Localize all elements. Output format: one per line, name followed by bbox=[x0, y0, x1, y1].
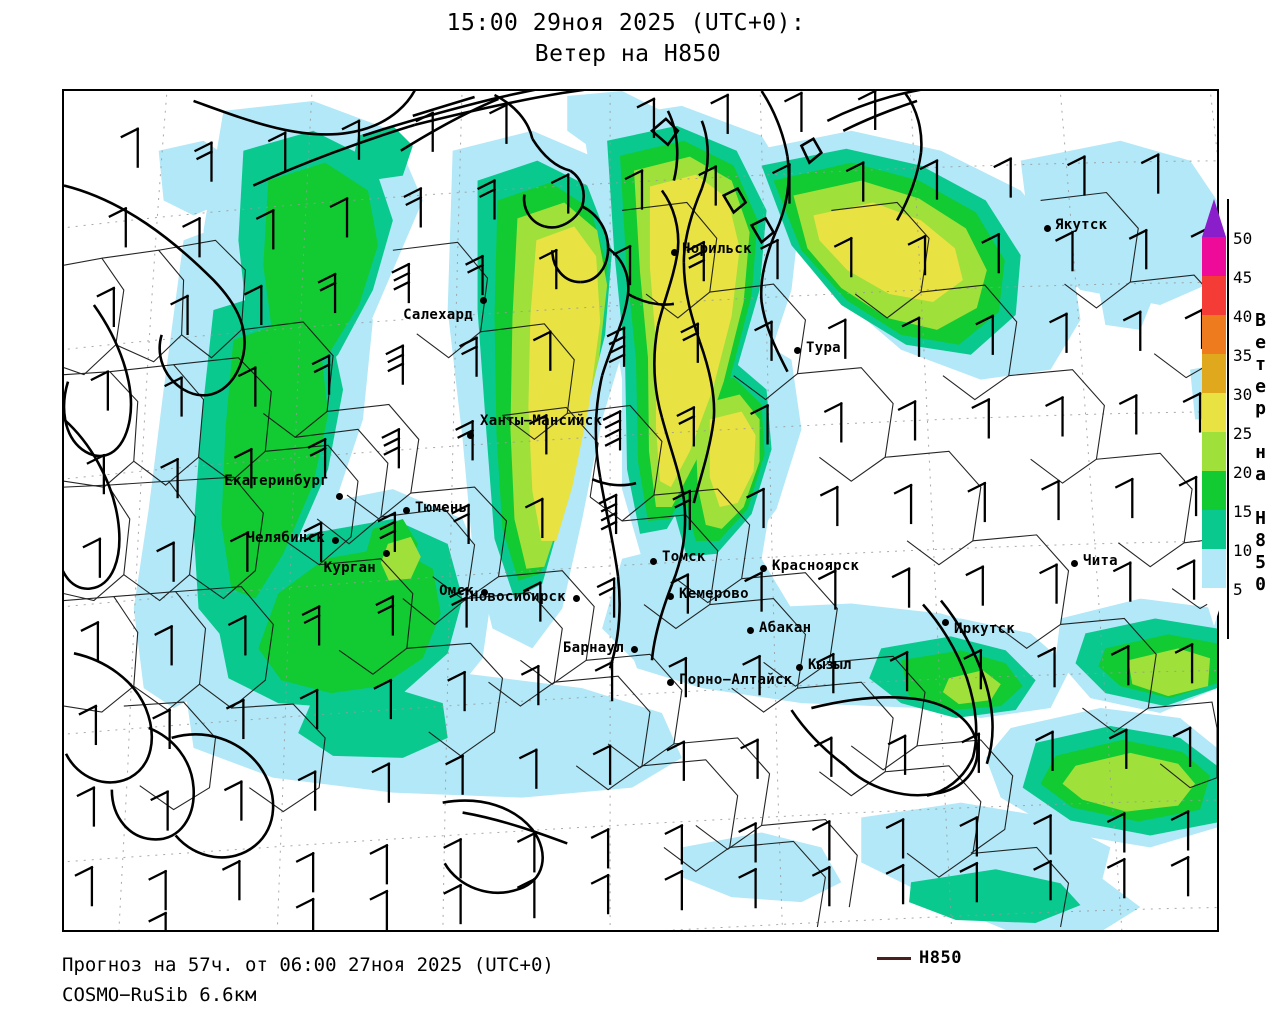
colorbar-axis bbox=[1227, 199, 1229, 639]
city-marker[interactable] bbox=[796, 664, 803, 671]
city-label: Кызыл bbox=[808, 657, 852, 673]
city-label: Новосибирск bbox=[469, 589, 566, 605]
city-marker[interactable] bbox=[481, 589, 488, 596]
colorbar-bottom-arrow bbox=[1202, 588, 1226, 626]
city-label: Екатеринбург bbox=[224, 473, 329, 489]
legend-h850: H850 bbox=[877, 948, 962, 968]
forecast-info: Прогноз на 57ч. от 06:00 27ноя 2025 (UTC… bbox=[62, 954, 554, 976]
colorbar-tick-label: 15 bbox=[1233, 502, 1253, 521]
colorbar-band bbox=[1202, 315, 1226, 354]
city-marker[interactable] bbox=[650, 558, 657, 565]
colorbar-band bbox=[1202, 471, 1226, 510]
legend-line-icon bbox=[877, 956, 911, 960]
legend-h850-label: H850 bbox=[919, 948, 962, 968]
colorbar-band bbox=[1202, 354, 1226, 393]
graticule bbox=[64, 91, 1217, 930]
city-marker[interactable] bbox=[1071, 560, 1078, 567]
city-label: Тура bbox=[806, 340, 841, 356]
city-marker[interactable] bbox=[747, 627, 754, 634]
colorbar-band bbox=[1202, 237, 1226, 276]
city-marker[interactable] bbox=[332, 537, 339, 544]
city-marker[interactable] bbox=[403, 507, 410, 514]
city-label: Кемерово bbox=[679, 586, 749, 602]
city-label: Тюмень bbox=[415, 500, 468, 516]
city-marker[interactable] bbox=[1044, 225, 1051, 232]
coastlines bbox=[64, 91, 994, 894]
city-label: Норильск bbox=[682, 241, 752, 257]
title-parameter: Ветер на H850 bbox=[534, 41, 722, 67]
colorbar-title: Ветер на H850 bbox=[1250, 310, 1271, 596]
wind-barbs bbox=[74, 91, 1210, 930]
city-label: Томск bbox=[662, 549, 706, 565]
city-label: Омск bbox=[439, 583, 474, 599]
city-marker[interactable] bbox=[794, 347, 801, 354]
city-label: Челябинск bbox=[246, 530, 325, 546]
city-label: Ханты−Мансийск bbox=[480, 413, 603, 429]
colorbar-tick-label: 50 bbox=[1233, 229, 1253, 248]
colorbar-tick-label: 20 bbox=[1233, 463, 1253, 482]
city-marker[interactable] bbox=[573, 595, 580, 602]
colorbar-tick-label: 25 bbox=[1233, 424, 1253, 443]
city-label: Салехард bbox=[403, 307, 473, 323]
city-label: Горно−Алтайск bbox=[679, 672, 793, 688]
colorbar-tick-label: 35 bbox=[1233, 346, 1253, 365]
city-marker[interactable] bbox=[942, 619, 949, 626]
city-marker[interactable] bbox=[336, 493, 343, 500]
city-marker[interactable] bbox=[760, 565, 767, 572]
city-label: Красноярск bbox=[772, 558, 860, 574]
colorbar[interactable] bbox=[1202, 199, 1226, 639]
city-label: Чита bbox=[1083, 553, 1118, 569]
city-marker[interactable] bbox=[667, 593, 674, 600]
city-marker[interactable] bbox=[671, 249, 678, 256]
page-title: 15:00 29ноя 2025 (UTC+0): Ветер на H850 bbox=[0, 8, 1280, 70]
city-marker[interactable] bbox=[631, 646, 638, 653]
colorbar-band bbox=[1202, 393, 1226, 432]
city-marker[interactable] bbox=[467, 432, 474, 439]
colorbar-tick-label: 5 bbox=[1233, 580, 1243, 599]
model-info: COSMO−RuSib 6.6км bbox=[62, 984, 257, 1006]
colorbar-top-arrow bbox=[1202, 199, 1226, 237]
city-label: Якутск bbox=[1055, 217, 1108, 233]
city-label: Курган bbox=[323, 560, 376, 576]
colorbar-tick-label: 45 bbox=[1233, 268, 1253, 287]
map-canvas bbox=[64, 91, 1217, 930]
city-label: Барнаул bbox=[562, 640, 624, 656]
colorbar-band bbox=[1202, 510, 1226, 549]
city-label: Абакан bbox=[759, 620, 812, 636]
colorbar-band bbox=[1202, 549, 1226, 588]
city-marker[interactable] bbox=[480, 297, 487, 304]
colorbar-band bbox=[1202, 276, 1226, 315]
colorbar-tick-label: 40 bbox=[1233, 307, 1253, 326]
colorbar-tick-label: 10 bbox=[1233, 541, 1253, 560]
weather-map[interactable]: Якутск Норильск Салехард Тура Ханты−Мансийск… bbox=[62, 89, 1219, 932]
colorbar-tick-label: 30 bbox=[1233, 385, 1253, 404]
city-marker[interactable] bbox=[383, 550, 390, 557]
city-marker[interactable] bbox=[667, 679, 674, 686]
footer: Прогноз на 57ч. от 06:00 27ноя 2025 (UTC… bbox=[62, 948, 1242, 1010]
colorbar-band bbox=[1202, 432, 1226, 471]
city-label: Иркутск bbox=[954, 621, 1016, 637]
title-datetime: 15:00 29ноя 2025 (UTC+0): bbox=[446, 10, 806, 36]
